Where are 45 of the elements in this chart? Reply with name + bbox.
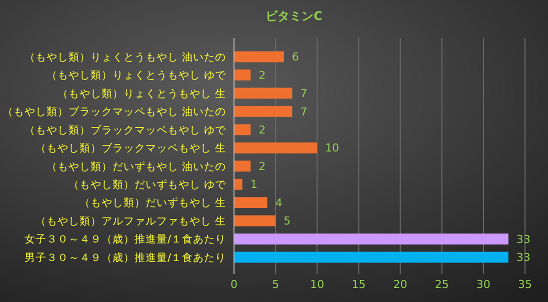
y-tick-label: （もやし類）りょくとうもやし 油いたの — [24, 50, 226, 64]
data-label: 5 — [284, 214, 291, 228]
y-tick-label: 男子３０～４９（歳）推進量/１食あたり — [24, 250, 226, 264]
y-tick-label: （もやし類）ブラックマッペもやし 生 — [36, 142, 226, 155]
bar — [234, 142, 318, 154]
y-tick-label: 女子３０～４９（歳）推進量/１食あたり — [24, 232, 226, 246]
bar — [234, 70, 251, 80]
x-tick-label: 35 — [518, 278, 532, 291]
y-tick-label: （もやし類）だいずもやし 油いたの — [46, 160, 226, 173]
data-label: 2 — [258, 160, 266, 173]
x-tick-label: 15 — [352, 278, 366, 291]
x-tick-label: 25 — [434, 278, 449, 291]
data-label: 7 — [300, 105, 308, 118]
y-tick-label: （もやし類）ブラックマッペもやし ゆで — [24, 123, 227, 136]
bar — [234, 51, 284, 62]
chart-title: ビタミンC — [266, 9, 323, 23]
data-label: 10 — [325, 142, 340, 155]
data-label: 4 — [275, 196, 282, 210]
data-label: 2 — [258, 68, 266, 82]
bar — [234, 234, 508, 244]
bar — [234, 124, 251, 136]
bar — [234, 197, 268, 208]
data-label: 1 — [250, 178, 258, 192]
y-tick-label: （もやし類）だいずもやし 生 — [80, 196, 226, 210]
x-tick-label: 10 — [310, 278, 324, 291]
bar — [234, 106, 292, 117]
data-label: 33 — [516, 251, 530, 264]
x-tick-label: 30 — [476, 278, 490, 291]
y-tick-label: （もやし類）りょくとうもやし ゆで — [46, 70, 227, 82]
x-tick-label: 5 — [272, 278, 280, 291]
x-tick-label: 0 — [230, 278, 238, 291]
y-tick-label: （もやし類）だいずもやし ゆで — [68, 178, 227, 192]
y-tick-label: （もやし類）ブラックマッペもやし 油いたの — [2, 105, 226, 118]
bar — [234, 178, 242, 190]
y-tick-label: （もやし類）りょくとうもやし 生 — [58, 86, 226, 100]
bar — [234, 252, 508, 263]
data-label: 2 — [258, 124, 266, 137]
data-label: 7 — [300, 87, 308, 100]
bar — [234, 160, 251, 172]
y-tick-label: （もやし類）アルファルファもやし 生 — [36, 214, 226, 228]
data-label: 33 — [516, 232, 530, 246]
x-tick-label: 20 — [393, 278, 408, 291]
data-label: 6 — [292, 50, 299, 64]
bar — [234, 88, 292, 99]
bar — [234, 215, 276, 226]
